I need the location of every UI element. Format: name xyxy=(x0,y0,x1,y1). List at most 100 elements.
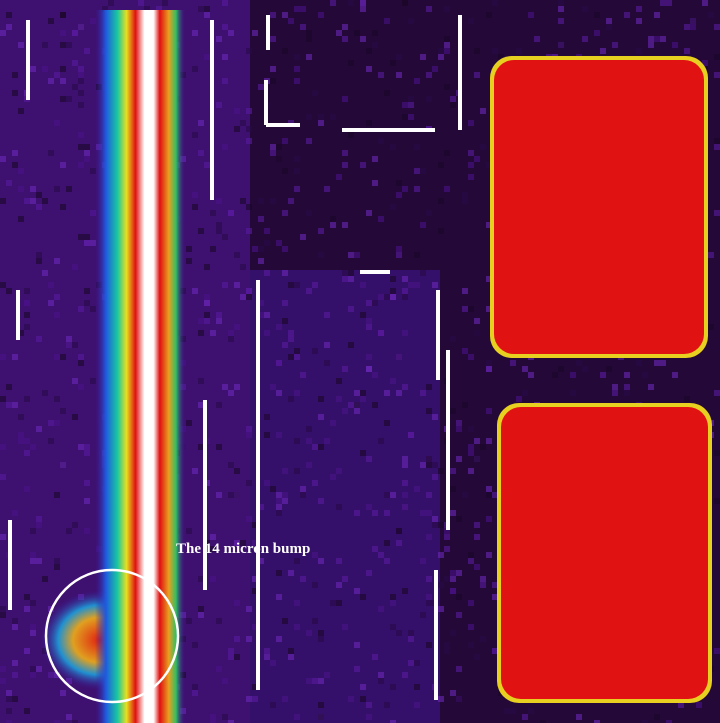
noise-pixel xyxy=(348,60,354,66)
noise-pixel xyxy=(414,186,420,192)
noise-pixel xyxy=(444,84,450,90)
noise-pixel xyxy=(348,252,354,258)
noise-pixel xyxy=(366,570,372,576)
noise-pixel xyxy=(228,654,234,660)
noise-pixel xyxy=(288,330,294,336)
noise-pixel xyxy=(408,282,414,288)
noise-pixel xyxy=(84,480,90,486)
noise-pixel xyxy=(672,42,678,48)
noise-pixel xyxy=(330,600,336,606)
noise-pixel xyxy=(192,642,198,648)
noise-pixel xyxy=(348,402,354,408)
noise-pixel xyxy=(66,714,72,720)
noise-pixel xyxy=(366,318,372,324)
noise-pixel xyxy=(276,432,282,438)
noise-pixel xyxy=(468,354,474,360)
noise-pixel xyxy=(66,96,72,102)
ridge-stripe xyxy=(95,10,185,723)
noise-pixel xyxy=(288,354,294,360)
noise-pixel xyxy=(684,24,690,30)
noise-pixel xyxy=(210,714,216,720)
noise-pixel xyxy=(606,24,612,30)
noise-pixel xyxy=(684,48,690,54)
noise-pixel xyxy=(246,228,252,234)
noise-pixel xyxy=(246,126,252,132)
noise-pixel xyxy=(276,156,282,162)
noise-pixel xyxy=(528,708,534,714)
noise-pixel xyxy=(300,492,306,498)
noise-pixel xyxy=(36,666,42,672)
noise-pixel xyxy=(438,522,444,528)
noise-pixel xyxy=(78,144,84,150)
noise-pixel xyxy=(18,216,24,222)
noise-pixel xyxy=(522,714,528,720)
noise-pixel xyxy=(486,486,492,492)
noise-pixel xyxy=(54,294,60,300)
noise-pixel xyxy=(204,162,210,168)
noise-pixel xyxy=(648,42,654,48)
noise-pixel xyxy=(426,492,432,498)
noise-pixel xyxy=(24,606,30,612)
noise-pixel xyxy=(390,624,396,630)
noise-pixel xyxy=(462,288,468,294)
noise-pixel xyxy=(330,474,336,480)
noise-pixel xyxy=(330,420,336,426)
noise-pixel xyxy=(486,408,492,414)
noise-pixel xyxy=(246,138,252,144)
noise-pixel xyxy=(12,72,18,78)
noise-pixel xyxy=(72,414,78,420)
noise-pixel xyxy=(444,150,450,156)
noise-pixel xyxy=(270,660,276,666)
noise-pixel xyxy=(342,24,348,30)
noise-pixel xyxy=(294,66,300,72)
noise-pixel xyxy=(654,12,660,18)
noise-pixel xyxy=(432,282,438,288)
noise-pixel xyxy=(378,552,384,558)
noise-pixel xyxy=(492,0,498,6)
noise-pixel xyxy=(6,384,12,390)
noise-pixel xyxy=(234,282,240,288)
noise-pixel xyxy=(396,192,402,198)
noise-pixel xyxy=(294,468,300,474)
pad xyxy=(501,407,708,699)
noise-pixel xyxy=(216,666,222,672)
noise-pixel xyxy=(216,312,222,318)
noise-pixel xyxy=(0,396,6,402)
noise-pixel xyxy=(264,240,270,246)
noise-pixel xyxy=(438,228,444,234)
noise-pixel xyxy=(612,42,618,48)
noise-pixel xyxy=(54,258,60,264)
noise-pixel xyxy=(270,144,276,150)
noise-pixel xyxy=(354,252,360,258)
noise-pixel xyxy=(306,138,312,144)
noise-pixel xyxy=(408,18,414,24)
noise-pixel xyxy=(234,468,240,474)
noise-pixel xyxy=(222,678,228,684)
noise-pixel xyxy=(390,204,396,210)
noise-pixel xyxy=(360,36,366,42)
noise-pixel xyxy=(24,486,30,492)
noise-pixel xyxy=(264,654,270,660)
noise-pixel xyxy=(468,174,474,180)
noise-pixel xyxy=(324,312,330,318)
noise-pixel xyxy=(360,696,366,702)
noise-pixel xyxy=(276,594,282,600)
noise-pixel xyxy=(348,696,354,702)
noise-pixel xyxy=(372,156,378,162)
noise-pixel xyxy=(282,300,288,306)
noise-pixel xyxy=(396,54,402,60)
noise-pixel xyxy=(462,198,468,204)
noise-pixel xyxy=(450,96,456,102)
noise-pixel xyxy=(240,198,246,204)
noise-pixel xyxy=(192,690,198,696)
noise-pixel xyxy=(426,600,432,606)
noise-pixel xyxy=(276,570,282,576)
noise-pixel xyxy=(384,702,390,708)
noise-pixel xyxy=(372,654,378,660)
noise-pixel xyxy=(24,312,30,318)
noise-pixel xyxy=(462,348,468,354)
noise-pixel xyxy=(624,384,630,390)
noise-pixel xyxy=(312,678,318,684)
noise-pixel xyxy=(18,42,24,48)
noise-pixel xyxy=(300,6,306,12)
